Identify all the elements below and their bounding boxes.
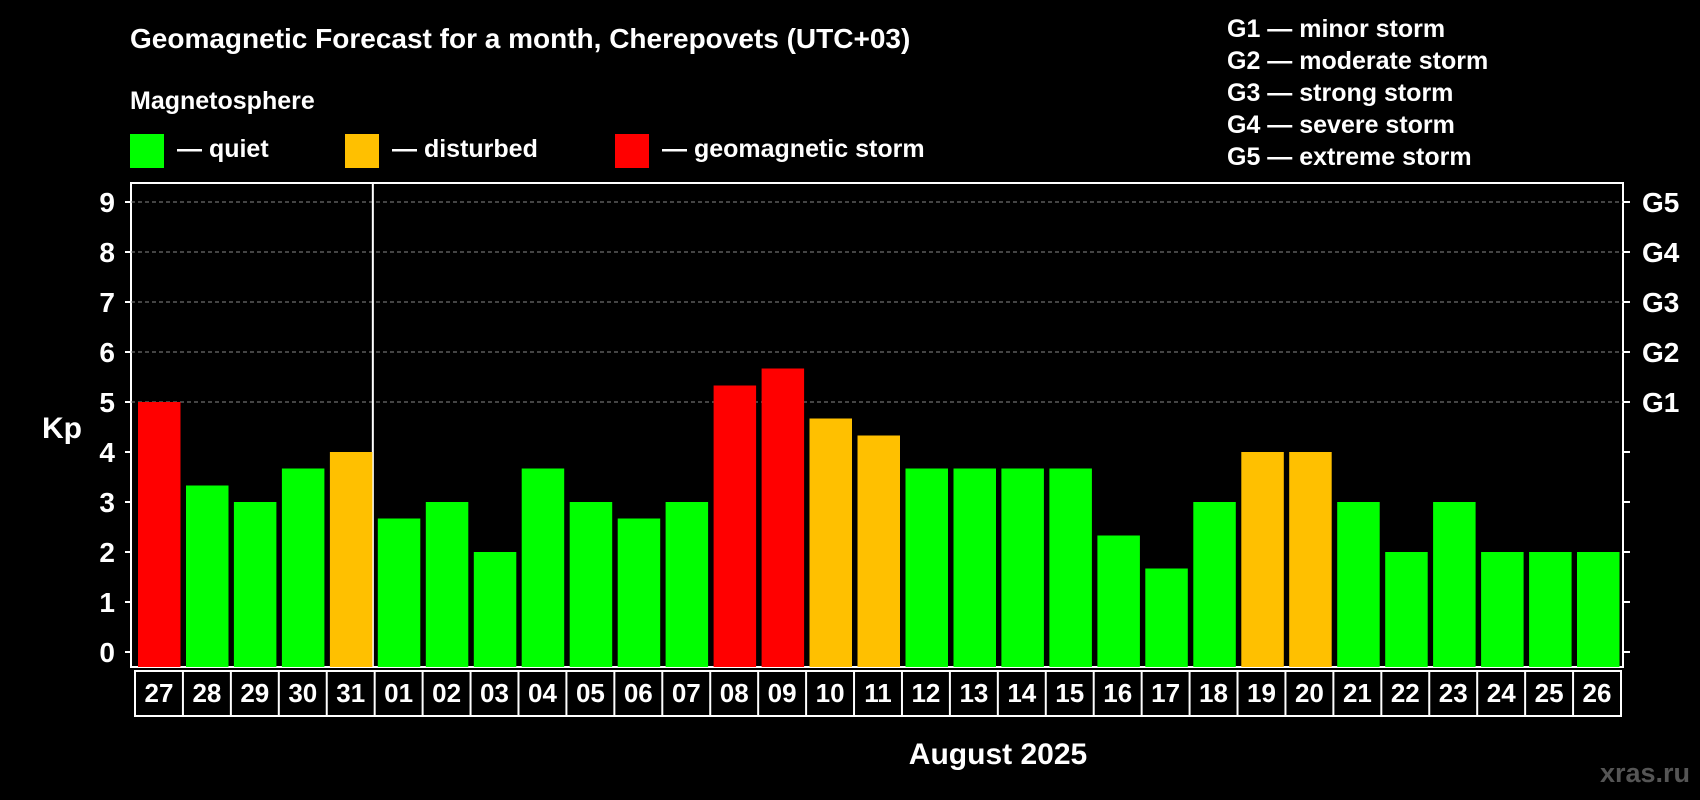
x-tick-label: 19 (1247, 678, 1276, 708)
x-tick-label: 27 (145, 678, 174, 708)
x-axis-label: August 2025 (909, 738, 1087, 771)
y-tick-label: 5 (99, 387, 115, 418)
x-tick-label: 26 (1583, 678, 1612, 708)
bar (665, 502, 709, 667)
x-tick-label: 04 (528, 678, 557, 708)
x-tick-label: 10 (816, 678, 845, 708)
x-tick-label: 29 (240, 678, 269, 708)
storm-scale-g1: G1 — minor storm (1227, 15, 1445, 43)
bar (1529, 552, 1572, 667)
x-tick-label: 05 (576, 678, 605, 708)
bar (1337, 502, 1380, 667)
legend-label-storm: — geomagnetic storm (662, 135, 925, 163)
bar (425, 502, 469, 667)
x-tick-label: 16 (1103, 678, 1132, 708)
y-axis-label: Kp (42, 412, 82, 445)
legend-label-disturbed: — disturbed (392, 135, 538, 163)
x-tick-label: 31 (336, 678, 365, 708)
x-tick-label: 06 (624, 678, 653, 708)
x-tick-label: 07 (672, 678, 701, 708)
bar (857, 435, 900, 667)
g-scale-label: G3 (1642, 287, 1679, 318)
x-tick-label: 08 (720, 678, 749, 708)
magnetosphere-label: Magnetosphere (130, 87, 315, 115)
bar (761, 368, 805, 667)
y-tick-label: 7 (99, 287, 115, 318)
y-tick-label: 1 (99, 587, 115, 618)
g-scale-label: G2 (1642, 337, 1679, 368)
bar (953, 468, 996, 667)
bar (1433, 502, 1476, 667)
storm-scale-g5: G5 — extreme storm (1227, 143, 1472, 171)
bar (1097, 535, 1140, 667)
x-tick-label: 28 (192, 678, 221, 708)
bar (713, 385, 757, 667)
g-scale-label: G4 (1642, 237, 1680, 268)
bar (1481, 552, 1524, 667)
legend-swatch-quiet (130, 134, 164, 168)
x-tick-label: 20 (1295, 678, 1324, 708)
x-tick-label: 13 (959, 678, 988, 708)
legend: — quiet — disturbed — geomagnetic storm (130, 134, 925, 168)
y-tick-label: 3 (99, 487, 115, 518)
x-tick-label: 23 (1439, 678, 1468, 708)
chart-title: Geomagnetic Forecast for a month, Cherep… (130, 23, 910, 54)
bar (377, 518, 421, 667)
x-tick-label: 15 (1055, 678, 1084, 708)
x-tick-label: 21 (1343, 678, 1372, 708)
x-tick-label: 14 (1007, 678, 1036, 708)
bar (186, 485, 229, 667)
y-tick-label: 9 (99, 187, 115, 218)
bar (1193, 502, 1236, 667)
date-row-frame (134, 670, 1622, 717)
x-tick-label: 02 (432, 678, 461, 708)
x-tick-label: 03 (480, 678, 509, 708)
bar (521, 468, 565, 667)
y-tick-label: 0 (99, 637, 115, 668)
x-tick-label: 24 (1487, 678, 1516, 708)
bar (1001, 468, 1044, 667)
bar (473, 552, 517, 667)
legend-label-quiet: — quiet (177, 135, 269, 163)
y-tick-label: 4 (99, 437, 115, 468)
g-scale-label: G1 (1642, 387, 1679, 418)
legend-swatch-disturbed (345, 134, 379, 168)
x-tick-label: 09 (768, 678, 797, 708)
storm-scale-g2: G2 — moderate storm (1227, 47, 1488, 75)
bar (1385, 552, 1428, 667)
bar (1049, 468, 1092, 667)
y-tick-label: 2 (99, 537, 115, 568)
bar (281, 468, 325, 667)
bar (1241, 452, 1284, 667)
x-tick-label: 12 (911, 678, 940, 708)
x-tick-label: 11 (864, 678, 892, 708)
y-tick-label: 6 (99, 337, 115, 368)
bar (138, 402, 181, 667)
x-tick-label: 18 (1199, 678, 1228, 708)
watermark: xras.ru (1600, 758, 1690, 788)
bar (329, 452, 373, 667)
x-tick-label: 22 (1391, 678, 1420, 708)
x-tick-label: 25 (1535, 678, 1564, 708)
g-scale-label: G5 (1642, 187, 1679, 218)
bar (1289, 452, 1332, 667)
storm-scale-g4: G4 — severe storm (1227, 111, 1455, 139)
bar (905, 468, 948, 667)
storm-scale-legend: G1 — minor storm G2 — moderate storm G3 … (1227, 15, 1488, 171)
bar (233, 502, 277, 667)
x-tick-label: 01 (384, 678, 413, 708)
x-tick-label: 17 (1151, 678, 1180, 708)
legend-swatch-storm (615, 134, 649, 168)
bar (569, 502, 613, 667)
bar (1577, 552, 1620, 667)
bar (617, 518, 661, 667)
bar (809, 418, 852, 667)
y-tick-label: 8 (99, 237, 115, 268)
x-tick-label: 30 (288, 678, 317, 708)
bar (1145, 568, 1188, 667)
storm-scale-g3: G3 — strong storm (1227, 79, 1453, 107)
